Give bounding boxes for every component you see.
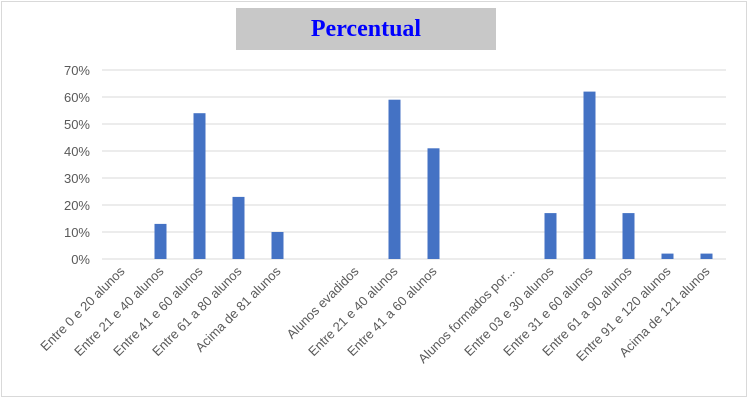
- y-tick-label: 10%: [64, 225, 90, 240]
- y-tick-label: 30%: [64, 171, 90, 186]
- y-tick-label: 0%: [71, 252, 90, 267]
- y-tick-label: 60%: [64, 90, 90, 105]
- bar: [232, 196, 245, 259]
- bar: [388, 99, 401, 259]
- bar: [583, 91, 596, 259]
- bar: [154, 223, 167, 259]
- y-tick-label: 70%: [64, 63, 90, 78]
- chart-title-box: Percentual: [236, 8, 496, 50]
- chart-title: Percentual: [310, 15, 422, 42]
- bar: [661, 253, 674, 259]
- y-tick-label: 50%: [64, 117, 90, 132]
- bar: [544, 213, 557, 259]
- bar: [622, 213, 635, 259]
- bar: [700, 253, 713, 259]
- bar: [193, 113, 206, 259]
- y-tick-label: 20%: [64, 198, 90, 213]
- y-tick-label: 40%: [64, 144, 90, 159]
- bar: [271, 232, 284, 259]
- bar: [427, 148, 440, 259]
